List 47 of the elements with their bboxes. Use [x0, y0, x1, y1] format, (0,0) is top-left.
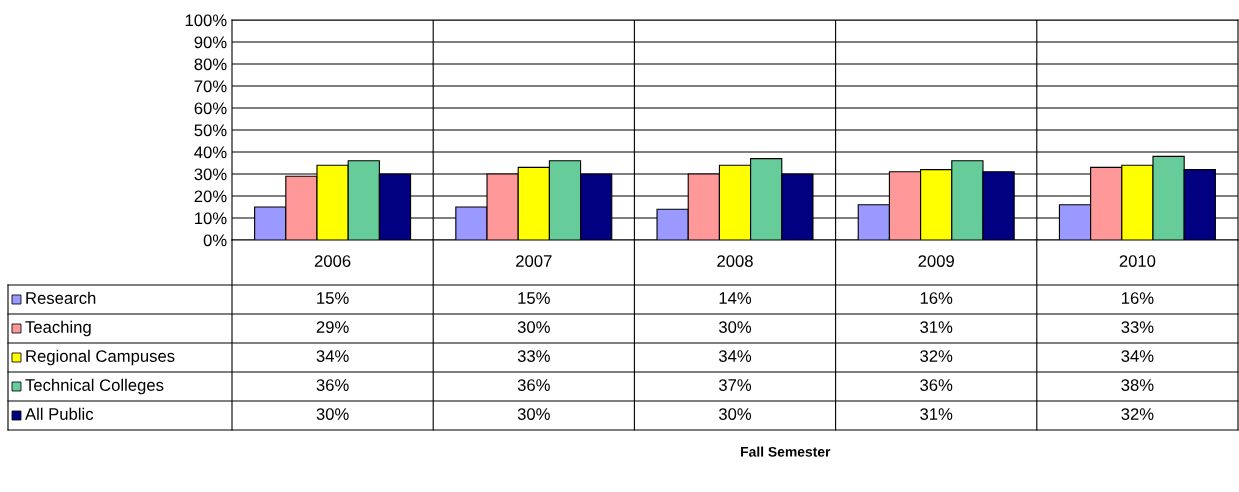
text: 32% — [1121, 408, 1154, 420]
text: 34% — [718, 350, 752, 362]
text: 32% — [920, 350, 953, 362]
x-tick-label: 2008 — [717, 255, 753, 267]
legend-label: Research — [26, 291, 96, 304]
text: 30% — [517, 321, 550, 333]
legend-label: All Public — [25, 407, 94, 420]
y-tick-label: 0% — [203, 234, 227, 247]
text: 34% — [1121, 350, 1154, 362]
text: 36% — [920, 379, 953, 391]
x-tick-label: 2006 — [314, 255, 351, 267]
y-tick-label: 60% — [194, 102, 227, 115]
y-tick-label: 40% — [194, 146, 227, 159]
text: 30% — [517, 408, 550, 420]
text: 14% — [719, 292, 752, 304]
text: 31% — [920, 321, 953, 333]
text: Fall Semester — [741, 446, 831, 457]
y-tick-label: 70% — [194, 80, 227, 93]
y-tick-label: 90% — [194, 36, 227, 49]
y-tick-label: 20% — [194, 190, 227, 203]
text: 16% — [1121, 292, 1154, 304]
y-tick-label: 80% — [194, 58, 227, 71]
text: 36% — [517, 379, 550, 391]
text: 38% — [1121, 379, 1154, 391]
y-tick-label: 30% — [194, 168, 227, 181]
text: 34% — [316, 350, 349, 362]
x-tick-label: 2010 — [1119, 255, 1156, 267]
text: 31% — [920, 408, 953, 420]
text: 33% — [517, 350, 550, 362]
text: 36% — [316, 379, 349, 391]
text: 15% — [518, 292, 550, 304]
legend-label: Regional Campuses — [26, 349, 175, 366]
y-tick-label: 50% — [194, 124, 227, 137]
text: 30% — [718, 408, 752, 420]
text: 33% — [1121, 321, 1154, 333]
text: 30% — [718, 321, 752, 333]
x-tick-label: 2009 — [918, 255, 954, 267]
y-tick-label: 10% — [195, 212, 227, 225]
legend-label: Teaching — [25, 320, 91, 337]
text: 29% — [316, 321, 349, 333]
text: 37% — [718, 379, 752, 391]
text: 30% — [316, 408, 349, 420]
text: 16% — [920, 292, 953, 304]
legend-label: Technical Colleges — [25, 378, 164, 395]
text: 15% — [317, 292, 349, 304]
y-tick-label: 100% — [185, 14, 227, 27]
x-tick-label: 2007 — [516, 255, 552, 267]
